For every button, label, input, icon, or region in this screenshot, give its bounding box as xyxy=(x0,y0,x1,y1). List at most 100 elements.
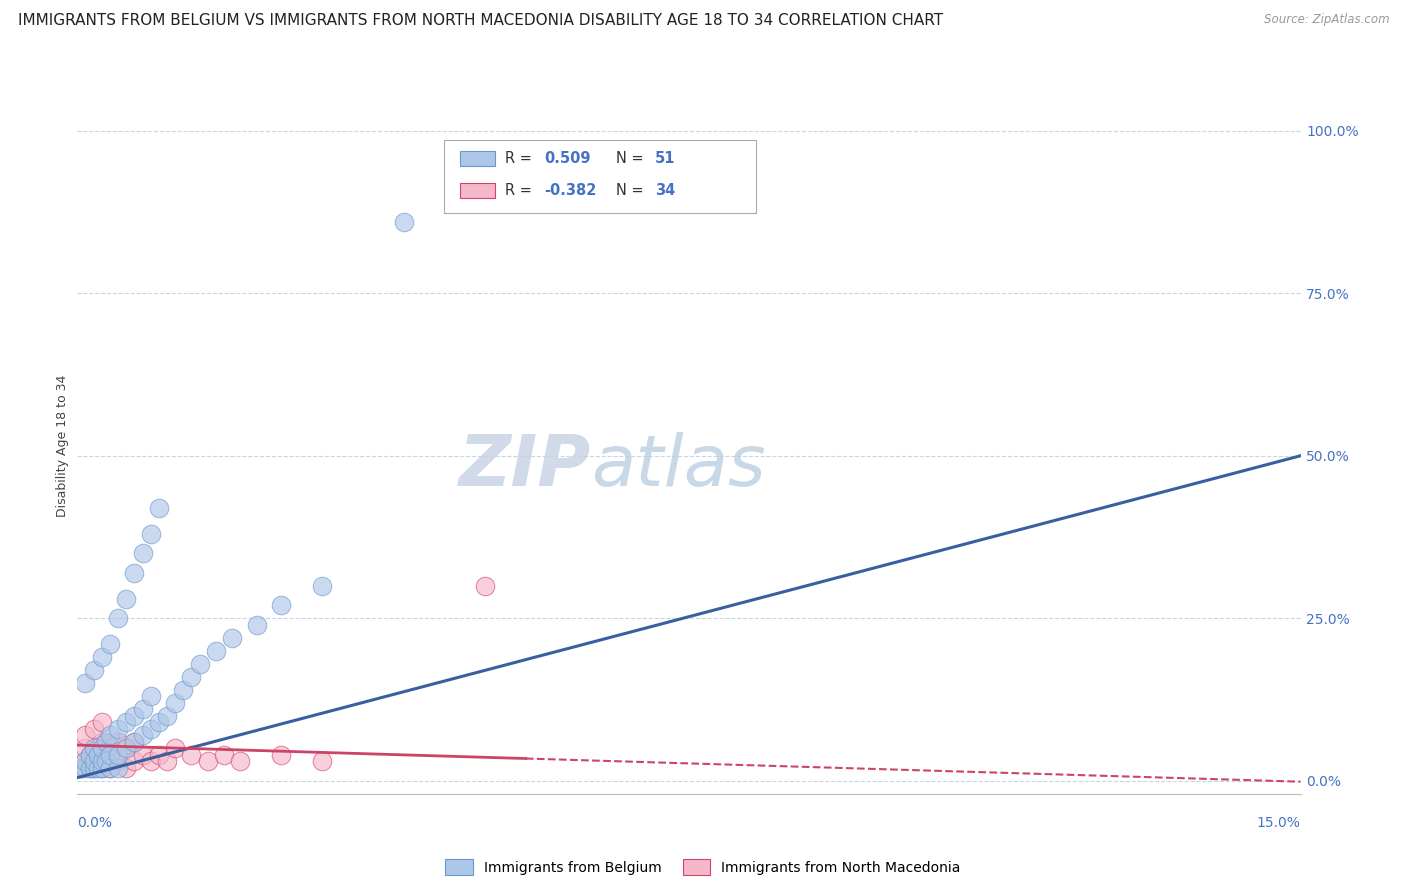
Text: -0.382: -0.382 xyxy=(544,183,598,198)
Point xyxy=(79,761,101,775)
Point xyxy=(90,650,112,665)
Point xyxy=(75,676,97,690)
Point xyxy=(98,741,121,756)
Point xyxy=(87,761,110,775)
Text: N =: N = xyxy=(616,151,648,166)
Point xyxy=(131,702,153,716)
Point xyxy=(90,741,112,756)
Point xyxy=(124,735,146,749)
Point xyxy=(83,722,105,736)
Point xyxy=(139,526,162,541)
Text: atlas: atlas xyxy=(591,433,766,501)
Point xyxy=(79,747,101,762)
Point xyxy=(98,761,121,775)
Point xyxy=(124,755,146,769)
Point xyxy=(83,663,105,677)
Point xyxy=(392,215,415,229)
Point xyxy=(94,735,117,749)
Point xyxy=(172,682,194,697)
FancyBboxPatch shape xyxy=(444,140,756,213)
Text: 15.0%: 15.0% xyxy=(1257,816,1301,830)
Point xyxy=(139,755,162,769)
Point xyxy=(90,761,112,775)
Point xyxy=(156,755,179,769)
Point xyxy=(165,696,187,710)
Point xyxy=(90,735,112,749)
Point xyxy=(107,722,129,736)
Point xyxy=(75,741,97,756)
Point xyxy=(165,741,187,756)
Text: 0.0%: 0.0% xyxy=(77,816,112,830)
Point xyxy=(131,728,153,742)
Point xyxy=(75,755,97,769)
Point xyxy=(124,735,146,749)
Point xyxy=(75,761,97,775)
Point xyxy=(148,715,170,730)
Point xyxy=(107,755,129,769)
Point xyxy=(474,579,496,593)
Point xyxy=(83,761,105,775)
Text: N =: N = xyxy=(616,183,648,198)
Point xyxy=(115,761,138,775)
Text: IMMIGRANTS FROM BELGIUM VS IMMIGRANTS FROM NORTH MACEDONIA DISABILITY AGE 18 TO : IMMIGRANTS FROM BELGIUM VS IMMIGRANTS FR… xyxy=(18,13,943,29)
Point xyxy=(79,761,101,775)
Y-axis label: Disability Age 18 to 34: Disability Age 18 to 34 xyxy=(56,375,69,517)
Point xyxy=(83,755,105,769)
Legend: Immigrants from Belgium, Immigrants from North Macedonia: Immigrants from Belgium, Immigrants from… xyxy=(440,854,966,880)
Point xyxy=(98,637,121,651)
Text: 0.509: 0.509 xyxy=(544,151,591,166)
Point xyxy=(205,644,228,658)
Text: 51: 51 xyxy=(655,151,675,166)
Point xyxy=(107,735,129,749)
Point xyxy=(124,566,146,580)
Point xyxy=(180,670,202,684)
Point xyxy=(115,591,138,606)
Point xyxy=(148,747,170,762)
Point xyxy=(70,761,93,775)
Point xyxy=(90,755,112,769)
Point xyxy=(98,747,121,762)
Point xyxy=(98,728,121,742)
Point xyxy=(83,741,105,756)
Point xyxy=(229,755,252,769)
Point xyxy=(197,755,219,769)
Point xyxy=(131,546,153,560)
Point xyxy=(83,747,105,762)
Point xyxy=(115,741,138,756)
Point xyxy=(124,709,146,723)
Point xyxy=(107,761,129,775)
Point xyxy=(148,500,170,515)
Text: R =: R = xyxy=(506,151,537,166)
Point xyxy=(115,715,138,730)
Point xyxy=(270,599,292,613)
Point xyxy=(79,747,101,762)
Point xyxy=(131,747,153,762)
FancyBboxPatch shape xyxy=(460,151,495,166)
Point xyxy=(87,747,110,762)
Point xyxy=(139,690,162,704)
Point xyxy=(311,579,333,593)
Point xyxy=(270,747,292,762)
Point xyxy=(311,755,333,769)
Point xyxy=(94,755,117,769)
Text: Source: ZipAtlas.com: Source: ZipAtlas.com xyxy=(1264,13,1389,27)
Text: 34: 34 xyxy=(655,183,675,198)
Point xyxy=(98,761,121,775)
Point xyxy=(107,611,129,625)
Text: ZIP: ZIP xyxy=(458,433,591,501)
Point xyxy=(221,631,243,645)
Point xyxy=(75,728,97,742)
Point xyxy=(70,761,93,775)
Text: R =: R = xyxy=(506,183,537,198)
Point xyxy=(139,722,162,736)
Point xyxy=(180,747,202,762)
Point xyxy=(246,617,269,632)
Point xyxy=(212,747,235,762)
Point xyxy=(156,709,179,723)
FancyBboxPatch shape xyxy=(460,183,495,198)
Point xyxy=(107,747,129,762)
Point xyxy=(188,657,211,671)
Point xyxy=(87,755,110,769)
Point xyxy=(83,761,105,775)
Point xyxy=(90,747,112,762)
